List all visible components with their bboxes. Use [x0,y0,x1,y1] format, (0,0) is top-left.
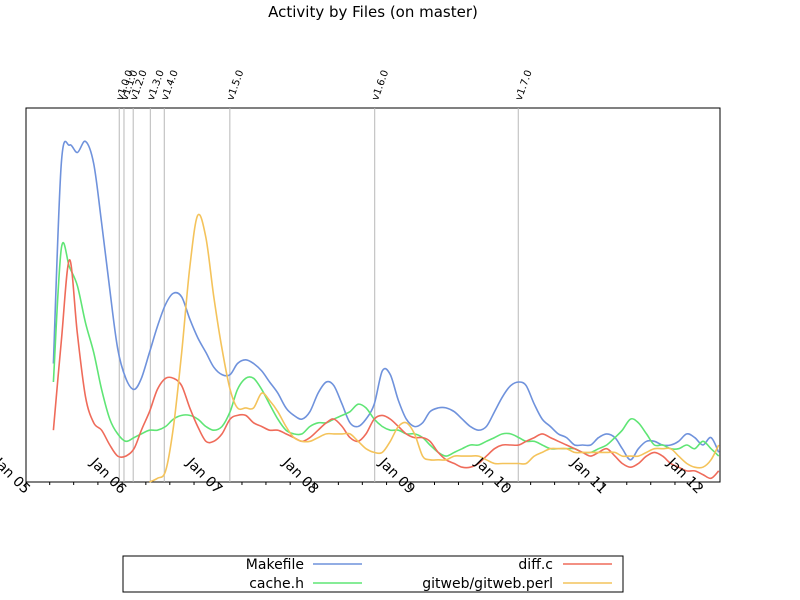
release-label: v1.5.0 [225,69,246,102]
series-lines [52,140,720,483]
legend-box [122,555,624,593]
series-line-gitweb-gitweb-perl [149,213,720,483]
legend: Makefile cache.h diff.c gitweb/gitweb.perl [122,555,624,593]
series-line-diff-c [52,258,720,480]
legend-label: Makefile [246,557,304,573]
legend-label: cache.h [249,576,304,592]
chart-title: Activity by Files (on master) [268,3,478,21]
plot-area [25,107,721,483]
legend-label: gitweb/gitweb.perl [422,576,553,592]
series-line-makefile [52,140,720,461]
series-line-cache-h [52,241,720,457]
release-label: v1.6.0 [370,69,391,102]
legend-label: diff.c [518,557,553,573]
release-label: v1.7.0 [514,69,535,102]
